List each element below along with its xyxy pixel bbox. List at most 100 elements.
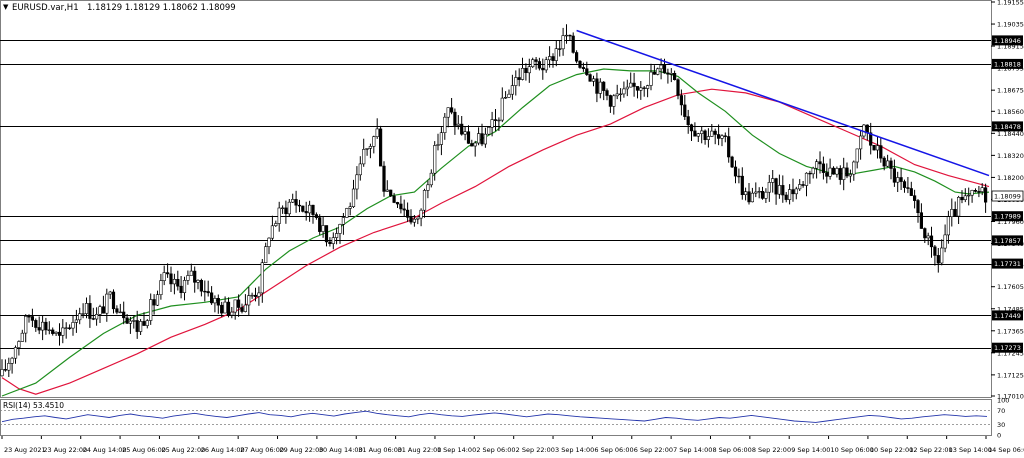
candle[interactable] bbox=[20, 329, 24, 342]
candle[interactable] bbox=[74, 309, 78, 333]
candle[interactable] bbox=[774, 177, 778, 205]
candle[interactable] bbox=[936, 248, 940, 273]
candle[interactable] bbox=[17, 340, 21, 356]
candle[interactable] bbox=[307, 200, 312, 222]
candle[interactable] bbox=[162, 265, 166, 286]
candle[interactable] bbox=[510, 74, 515, 100]
candle[interactable] bbox=[453, 108, 457, 135]
candle[interactable] bbox=[980, 183, 984, 196]
candle[interactable] bbox=[473, 140, 477, 157]
candle[interactable] bbox=[814, 159, 819, 179]
candle[interactable] bbox=[547, 46, 552, 68]
candle[interactable] bbox=[743, 187, 748, 201]
candle[interactable] bbox=[787, 184, 792, 205]
candle[interactable] bbox=[696, 132, 700, 142]
candle[interactable] bbox=[605, 88, 609, 101]
candle[interactable] bbox=[608, 94, 612, 113]
candle[interactable] bbox=[155, 290, 160, 306]
candle[interactable] bbox=[612, 94, 616, 115]
candle[interactable] bbox=[598, 78, 602, 99]
candle[interactable] bbox=[554, 40, 558, 67]
candle[interactable] bbox=[338, 223, 342, 244]
candle[interactable] bbox=[737, 168, 741, 184]
candle[interactable] bbox=[716, 124, 721, 146]
candle[interactable] bbox=[399, 195, 403, 214]
candle[interactable] bbox=[520, 57, 525, 81]
candle[interactable] bbox=[122, 301, 126, 325]
candle[interactable] bbox=[416, 217, 420, 225]
candle[interactable] bbox=[382, 161, 386, 197]
candle[interactable] bbox=[321, 217, 325, 238]
candle[interactable] bbox=[223, 296, 227, 314]
candle[interactable] bbox=[449, 98, 454, 115]
candle[interactable] bbox=[811, 166, 815, 179]
candle[interactable] bbox=[456, 115, 460, 130]
candle[interactable] bbox=[253, 287, 258, 302]
candle[interactable] bbox=[118, 303, 122, 314]
candle[interactable] bbox=[727, 127, 731, 163]
candle[interactable] bbox=[500, 87, 504, 123]
candle[interactable] bbox=[125, 314, 129, 324]
candle[interactable] bbox=[588, 73, 592, 82]
candle[interactable] bbox=[784, 192, 788, 203]
candle[interactable] bbox=[240, 303, 244, 314]
candle[interactable] bbox=[625, 79, 629, 97]
candle[interactable] bbox=[378, 125, 383, 167]
candle[interactable] bbox=[324, 225, 329, 247]
candle[interactable] bbox=[879, 137, 883, 163]
header-arrow-icon[interactable]: ▼ bbox=[3, 3, 9, 11]
candle[interactable] bbox=[132, 316, 136, 329]
candle[interactable] bbox=[571, 32, 575, 54]
candle[interactable] bbox=[960, 190, 964, 204]
candle[interactable] bbox=[257, 286, 261, 306]
candle[interactable] bbox=[635, 86, 640, 99]
candle[interactable] bbox=[534, 57, 538, 70]
candle[interactable] bbox=[912, 189, 917, 209]
candle[interactable] bbox=[595, 72, 599, 103]
trendline[interactable] bbox=[576, 29, 990, 177]
candle[interactable] bbox=[355, 166, 359, 200]
candle[interactable] bbox=[781, 175, 785, 203]
candle[interactable] bbox=[899, 168, 903, 190]
candle[interactable] bbox=[835, 166, 839, 178]
candle[interactable] bbox=[37, 316, 41, 335]
candle[interactable] bbox=[78, 307, 82, 325]
candle[interactable] bbox=[470, 139, 474, 147]
candle[interactable] bbox=[581, 62, 585, 72]
candle[interactable] bbox=[483, 127, 488, 148]
candle[interactable] bbox=[551, 53, 555, 68]
candle[interactable] bbox=[226, 297, 231, 318]
candle[interactable] bbox=[791, 178, 795, 202]
candle[interactable] bbox=[297, 199, 302, 213]
candle[interactable] bbox=[260, 259, 264, 303]
candle[interactable] bbox=[639, 81, 643, 100]
candle[interactable] bbox=[926, 232, 930, 246]
candle[interactable] bbox=[503, 91, 508, 99]
candle[interactable] bbox=[983, 183, 988, 213]
candle[interactable] bbox=[923, 227, 927, 243]
candle[interactable] bbox=[875, 136, 880, 159]
candle[interactable] bbox=[250, 292, 254, 299]
candle[interactable] bbox=[760, 186, 765, 200]
candle[interactable] bbox=[54, 331, 58, 336]
candle[interactable] bbox=[372, 135, 376, 154]
candle[interactable] bbox=[558, 40, 562, 57]
candle[interactable] bbox=[47, 321, 51, 335]
candle[interactable] bbox=[845, 162, 849, 179]
candle[interactable] bbox=[128, 316, 133, 334]
candle[interactable] bbox=[10, 356, 14, 374]
candle[interactable] bbox=[750, 187, 754, 203]
candle[interactable] bbox=[247, 286, 251, 316]
candle[interactable] bbox=[497, 117, 501, 131]
candle[interactable] bbox=[852, 160, 856, 181]
candle[interactable] bbox=[101, 295, 105, 314]
candle[interactable] bbox=[672, 70, 677, 81]
candle[interactable] bbox=[777, 174, 781, 199]
candle[interactable] bbox=[869, 122, 873, 155]
candle[interactable] bbox=[953, 201, 957, 217]
candle[interactable] bbox=[977, 186, 981, 198]
candle[interactable] bbox=[629, 72, 633, 88]
candle[interactable] bbox=[314, 212, 319, 220]
candle[interactable] bbox=[68, 324, 72, 330]
candle[interactable] bbox=[656, 67, 660, 76]
